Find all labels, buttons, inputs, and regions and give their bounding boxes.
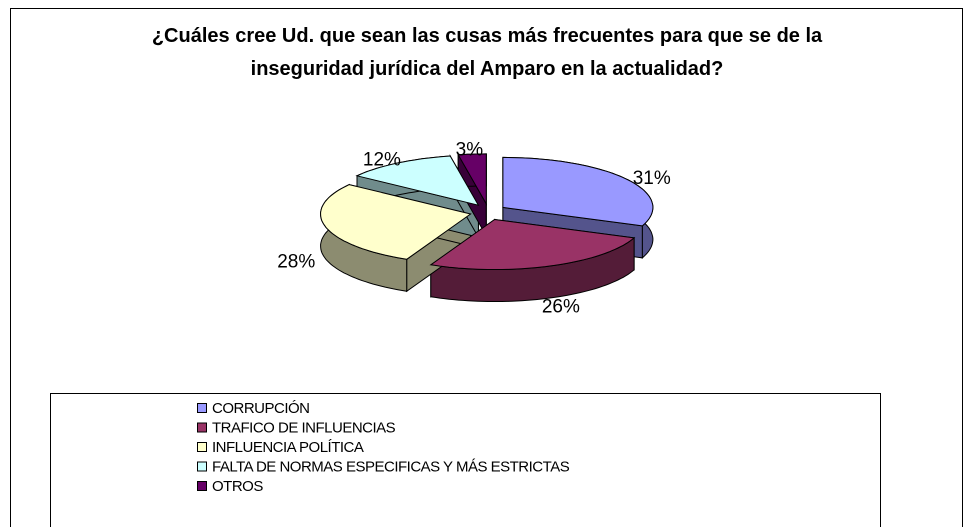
legend-label: CORRUPCIÓN	[212, 400, 310, 417]
legend-label: INFLUENCIA POLÍTICA	[212, 439, 364, 456]
legend-label: FALTA DE NORMAS ESPECIFICAS Y MÁS ESTRIC…	[212, 458, 570, 475]
data-label: 3%	[456, 139, 484, 160]
slice	[320, 184, 472, 260]
slice	[457, 153, 487, 206]
legend-label: TRAFICO DE INFLUENCIAS	[212, 419, 396, 436]
legend-swatch	[197, 461, 207, 472]
legend: CORRUPCIÓN TRAFICO DE INFLUENCIAS INFLUENC…	[197, 400, 570, 495]
chart-title: ¿Cuáles cree Ud. que sean las cusas más …	[151, 25, 823, 80]
pie: 31% 26% 28% 12% 3%	[277, 139, 671, 317]
data-label: 31%	[633, 168, 671, 189]
legend-box	[50, 393, 881, 527]
legend-swatch	[197, 422, 207, 433]
legend-swatch	[197, 481, 207, 491]
data-label: 26%	[542, 296, 580, 317]
data-label: 28%	[277, 251, 315, 272]
legend-swatch	[197, 403, 207, 413]
legend-label: OTROS	[212, 478, 263, 495]
slice	[502, 156, 654, 227]
slice	[429, 218, 636, 270]
slice	[355, 155, 480, 206]
data-label: 12%	[363, 149, 401, 170]
legend-swatch	[197, 442, 207, 452]
